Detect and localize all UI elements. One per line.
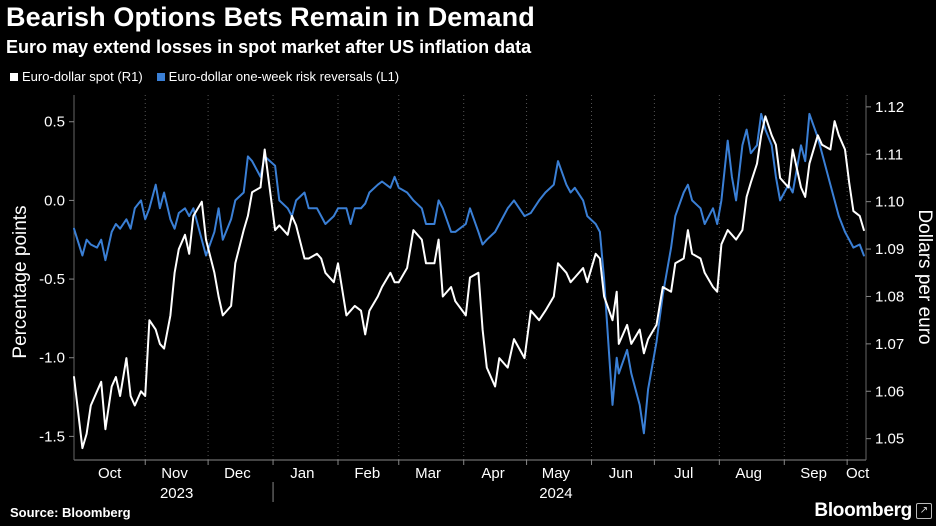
- series-line-risk-reversals: [73, 112, 865, 435]
- bloomberg-logo: Bloomberg: [814, 500, 912, 521]
- left-tick-label-0: 0.5: [44, 114, 65, 131]
- x-tick-label-7: May: [542, 465, 571, 482]
- legend-swatch-spot: [10, 72, 18, 81]
- series-lines: [73, 112, 865, 450]
- x-tick-label-6: Apr: [481, 465, 504, 482]
- left-tick-label-3: -1.0: [39, 350, 65, 367]
- right-axis-title: Dollars per euro: [914, 209, 935, 344]
- left-axis-title: Percentage points: [10, 205, 31, 358]
- x-year-label-0: 2023: [160, 485, 193, 502]
- right-tick-label-7: 1.05: [875, 431, 904, 448]
- x-tick-label-11: Sep: [800, 465, 827, 482]
- x-tick-label-4: Feb: [354, 465, 380, 482]
- x-tick-label-10: Aug: [735, 465, 762, 482]
- x-tick-label-12: Oct: [846, 465, 870, 482]
- x-year-label-1: 2024: [539, 485, 572, 502]
- legend: Euro-dollar spot (R1) Euro-dollar one-we…: [10, 69, 399, 84]
- legend-label-spot: Euro-dollar spot (R1): [22, 69, 143, 84]
- x-tick-label-1: Nov: [161, 465, 188, 482]
- x-tick-label-0: Oct: [98, 465, 122, 482]
- legend-label-risk-reversals: Euro-dollar one-week risk reversals (L1): [168, 69, 400, 84]
- right-tick-label-1: 1.11: [875, 146, 903, 163]
- left-tick-label-1: 0.0: [44, 192, 65, 209]
- legend-item-spot: Euro-dollar spot (R1): [10, 69, 143, 84]
- right-tick-label-6: 1.06: [875, 383, 904, 400]
- chart-subtitle: Euro may extend losses in spot market af…: [6, 37, 532, 57]
- legend-item-risk-reversals: Euro-dollar one-week risk reversals (L1): [156, 69, 400, 84]
- axes: 0.5 0.0 -0.5 -1.0 -1.5 1.12 1.11 1.10 1.09 1.08 1.…: [39, 95, 904, 502]
- left-tick-label-4: -1.5: [39, 428, 65, 445]
- grid: [144, 95, 848, 460]
- legend-swatch-risk-reversals: [156, 72, 165, 81]
- x-tick-label-3: Jan: [290, 465, 314, 482]
- right-tick-label-3: 1.09: [875, 241, 904, 258]
- chart-title: Bearish Options Bets Remain in Demand: [6, 2, 535, 32]
- right-tick-label-5: 1.07: [875, 336, 904, 353]
- right-tick-label-2: 1.10: [875, 194, 904, 211]
- series-line-spot: [73, 115, 865, 450]
- source-note: Source: Bloomberg: [10, 505, 131, 520]
- x-tick-label-5: Mar: [415, 465, 441, 482]
- x-tick-label-8: Jun: [609, 465, 633, 482]
- right-tick-label-0: 1.12: [875, 99, 904, 116]
- x-tick-label-9: Jul: [674, 465, 693, 482]
- right-tick-label-4: 1.08: [875, 288, 904, 305]
- left-tick-label-2: -0.5: [39, 271, 65, 288]
- x-tick-label-2: Dec: [224, 465, 251, 482]
- expand-icon[interactable]: ↗: [916, 503, 932, 519]
